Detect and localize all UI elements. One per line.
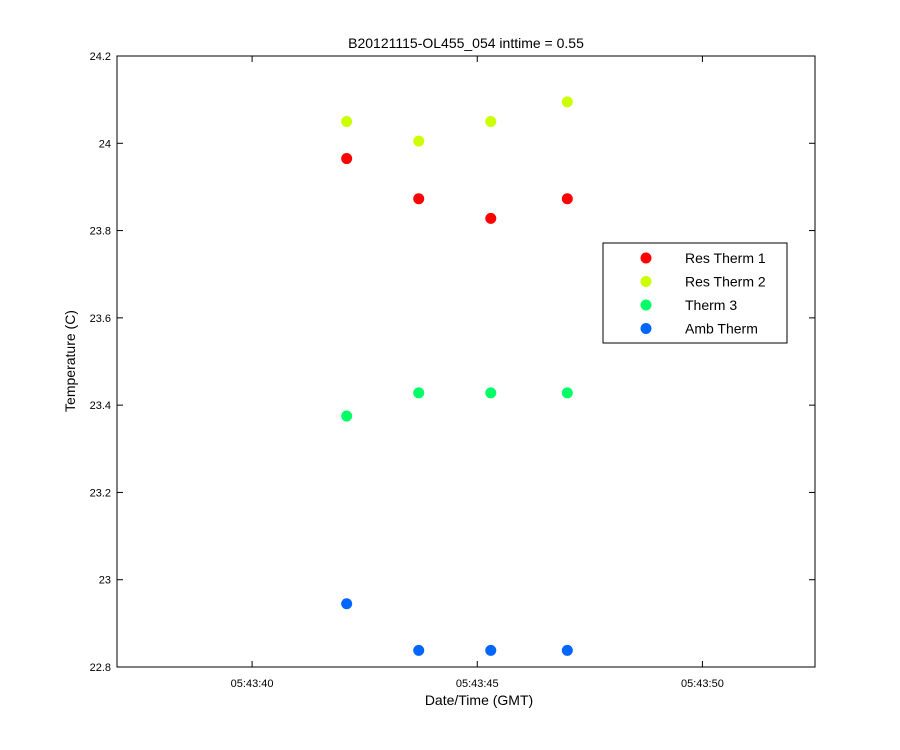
data-point bbox=[561, 96, 573, 108]
y-tick-label: 23.2 bbox=[90, 487, 111, 499]
y-axis-label: Temperature (C) bbox=[62, 310, 78, 412]
y-axis-ticks: 22.8 23 23.2 23.4 23.6 23.8 24 24.2 bbox=[90, 51, 815, 674]
data-point bbox=[561, 644, 573, 656]
y-tick-label: 24 bbox=[99, 138, 111, 150]
plot-area bbox=[116, 55, 816, 668]
legend-label: Amb Therm bbox=[685, 321, 758, 337]
data-point bbox=[485, 387, 497, 399]
legend-label: Res Therm 2 bbox=[685, 274, 766, 290]
data-point bbox=[413, 193, 425, 205]
x-tick-label: 05:43:50 bbox=[681, 678, 724, 690]
data-point bbox=[341, 115, 353, 127]
data-point bbox=[341, 153, 353, 165]
legend: Res Therm 1 Res Therm 2 Therm 3 Amb Therm bbox=[602, 242, 788, 344]
data-point bbox=[561, 387, 573, 399]
legend-marker bbox=[640, 276, 652, 287]
x-axis-label: Date/Time (GMT) bbox=[425, 692, 533, 708]
data-points bbox=[341, 96, 573, 656]
y-tick-label: 24.2 bbox=[90, 51, 111, 63]
y-tick-label: 23.6 bbox=[90, 313, 111, 325]
x-axis-ticks: 05:43:40 05:43:45 05:43:50 bbox=[231, 56, 724, 690]
legend-marker bbox=[640, 323, 652, 334]
data-point bbox=[485, 212, 497, 224]
x-tick-label: 05:43:45 bbox=[456, 678, 499, 690]
data-point bbox=[413, 644, 425, 656]
legend-box bbox=[602, 242, 788, 344]
data-point bbox=[413, 387, 425, 399]
y-tick-label: 23.8 bbox=[90, 226, 111, 238]
legend-label: Therm 3 bbox=[685, 297, 737, 313]
data-point bbox=[413, 135, 425, 147]
y-tick-label: 23 bbox=[99, 575, 111, 587]
chart-title: B20121115-OL455_054 inttime = 0.55 bbox=[348, 35, 584, 51]
y-tick-label: 22.8 bbox=[90, 662, 111, 674]
data-point bbox=[341, 410, 353, 422]
legend-label: Res Therm 1 bbox=[685, 250, 766, 266]
x-tick-label: 05:43:40 bbox=[231, 678, 274, 690]
data-point bbox=[561, 193, 573, 205]
legend-marker bbox=[640, 252, 652, 264]
legend-marker bbox=[640, 299, 652, 311]
y-tick-label: 23.4 bbox=[90, 400, 111, 412]
data-point bbox=[341, 598, 353, 610]
data-point bbox=[485, 115, 497, 127]
data-point bbox=[485, 644, 497, 656]
